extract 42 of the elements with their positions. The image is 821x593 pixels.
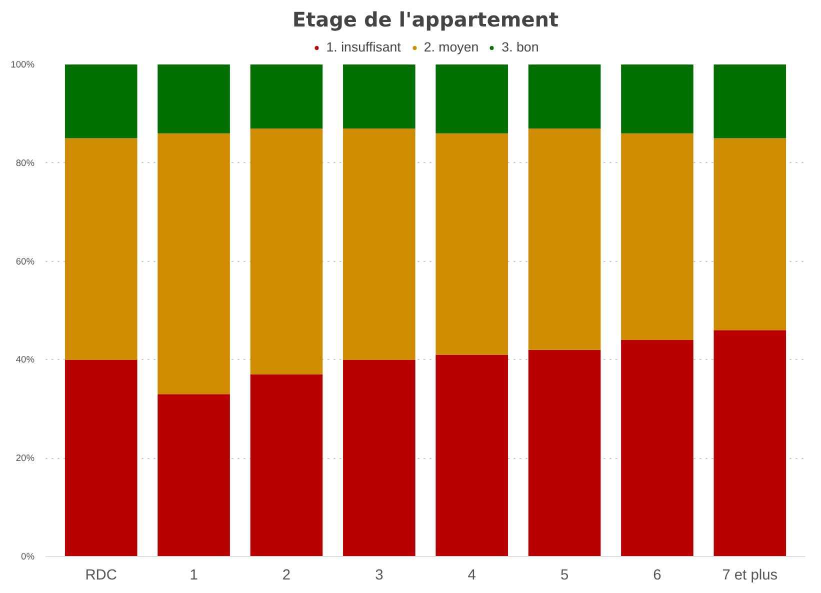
y-tick-label: 40%	[16, 354, 34, 365]
bar	[621, 133, 694, 340]
y-tick-label: 60%	[16, 256, 34, 266]
legend-label: 2. moyen	[424, 40, 479, 54]
x-tick-label: 6	[653, 568, 662, 584]
bar	[621, 64, 694, 134]
y-tick-label: 0%	[21, 552, 34, 562]
bar	[250, 128, 323, 374]
chart-title: Etage de l'appartement	[292, 8, 560, 32]
y-tick-label: 80%	[16, 158, 34, 168]
bar	[714, 64, 786, 138]
bar	[528, 350, 601, 556]
bar	[436, 133, 508, 355]
bar	[621, 340, 694, 556]
x-tick-label: 5	[560, 568, 569, 584]
bar	[64, 360, 138, 556]
bar	[714, 138, 786, 330]
bar	[528, 64, 601, 128]
bar	[343, 360, 416, 556]
x-tick-label: 7 et plus	[722, 568, 778, 584]
bar	[250, 374, 323, 556]
bar	[64, 138, 138, 360]
bar	[436, 64, 508, 134]
y-tick-label: 20%	[16, 453, 34, 464]
bar	[158, 133, 230, 394]
x-tick-label: 1	[190, 568, 198, 584]
bar	[158, 64, 230, 134]
bar	[714, 330, 786, 556]
x-tick-label: 3	[375, 568, 384, 584]
bar	[64, 64, 138, 138]
bar	[436, 354, 508, 556]
x-tick-label: RDC	[85, 568, 118, 584]
x-tick-label: 4	[468, 568, 476, 584]
bar	[528, 128, 601, 350]
bar	[343, 64, 416, 128]
x-tick-label: 2	[282, 568, 291, 584]
legend-label: 3. bon	[502, 40, 539, 54]
bar	[250, 64, 323, 128]
y-tick-label: 100%	[10, 60, 34, 70]
bar	[158, 394, 230, 556]
bar	[343, 128, 416, 360]
legend-label: 1. insuffisant	[326, 40, 401, 54]
